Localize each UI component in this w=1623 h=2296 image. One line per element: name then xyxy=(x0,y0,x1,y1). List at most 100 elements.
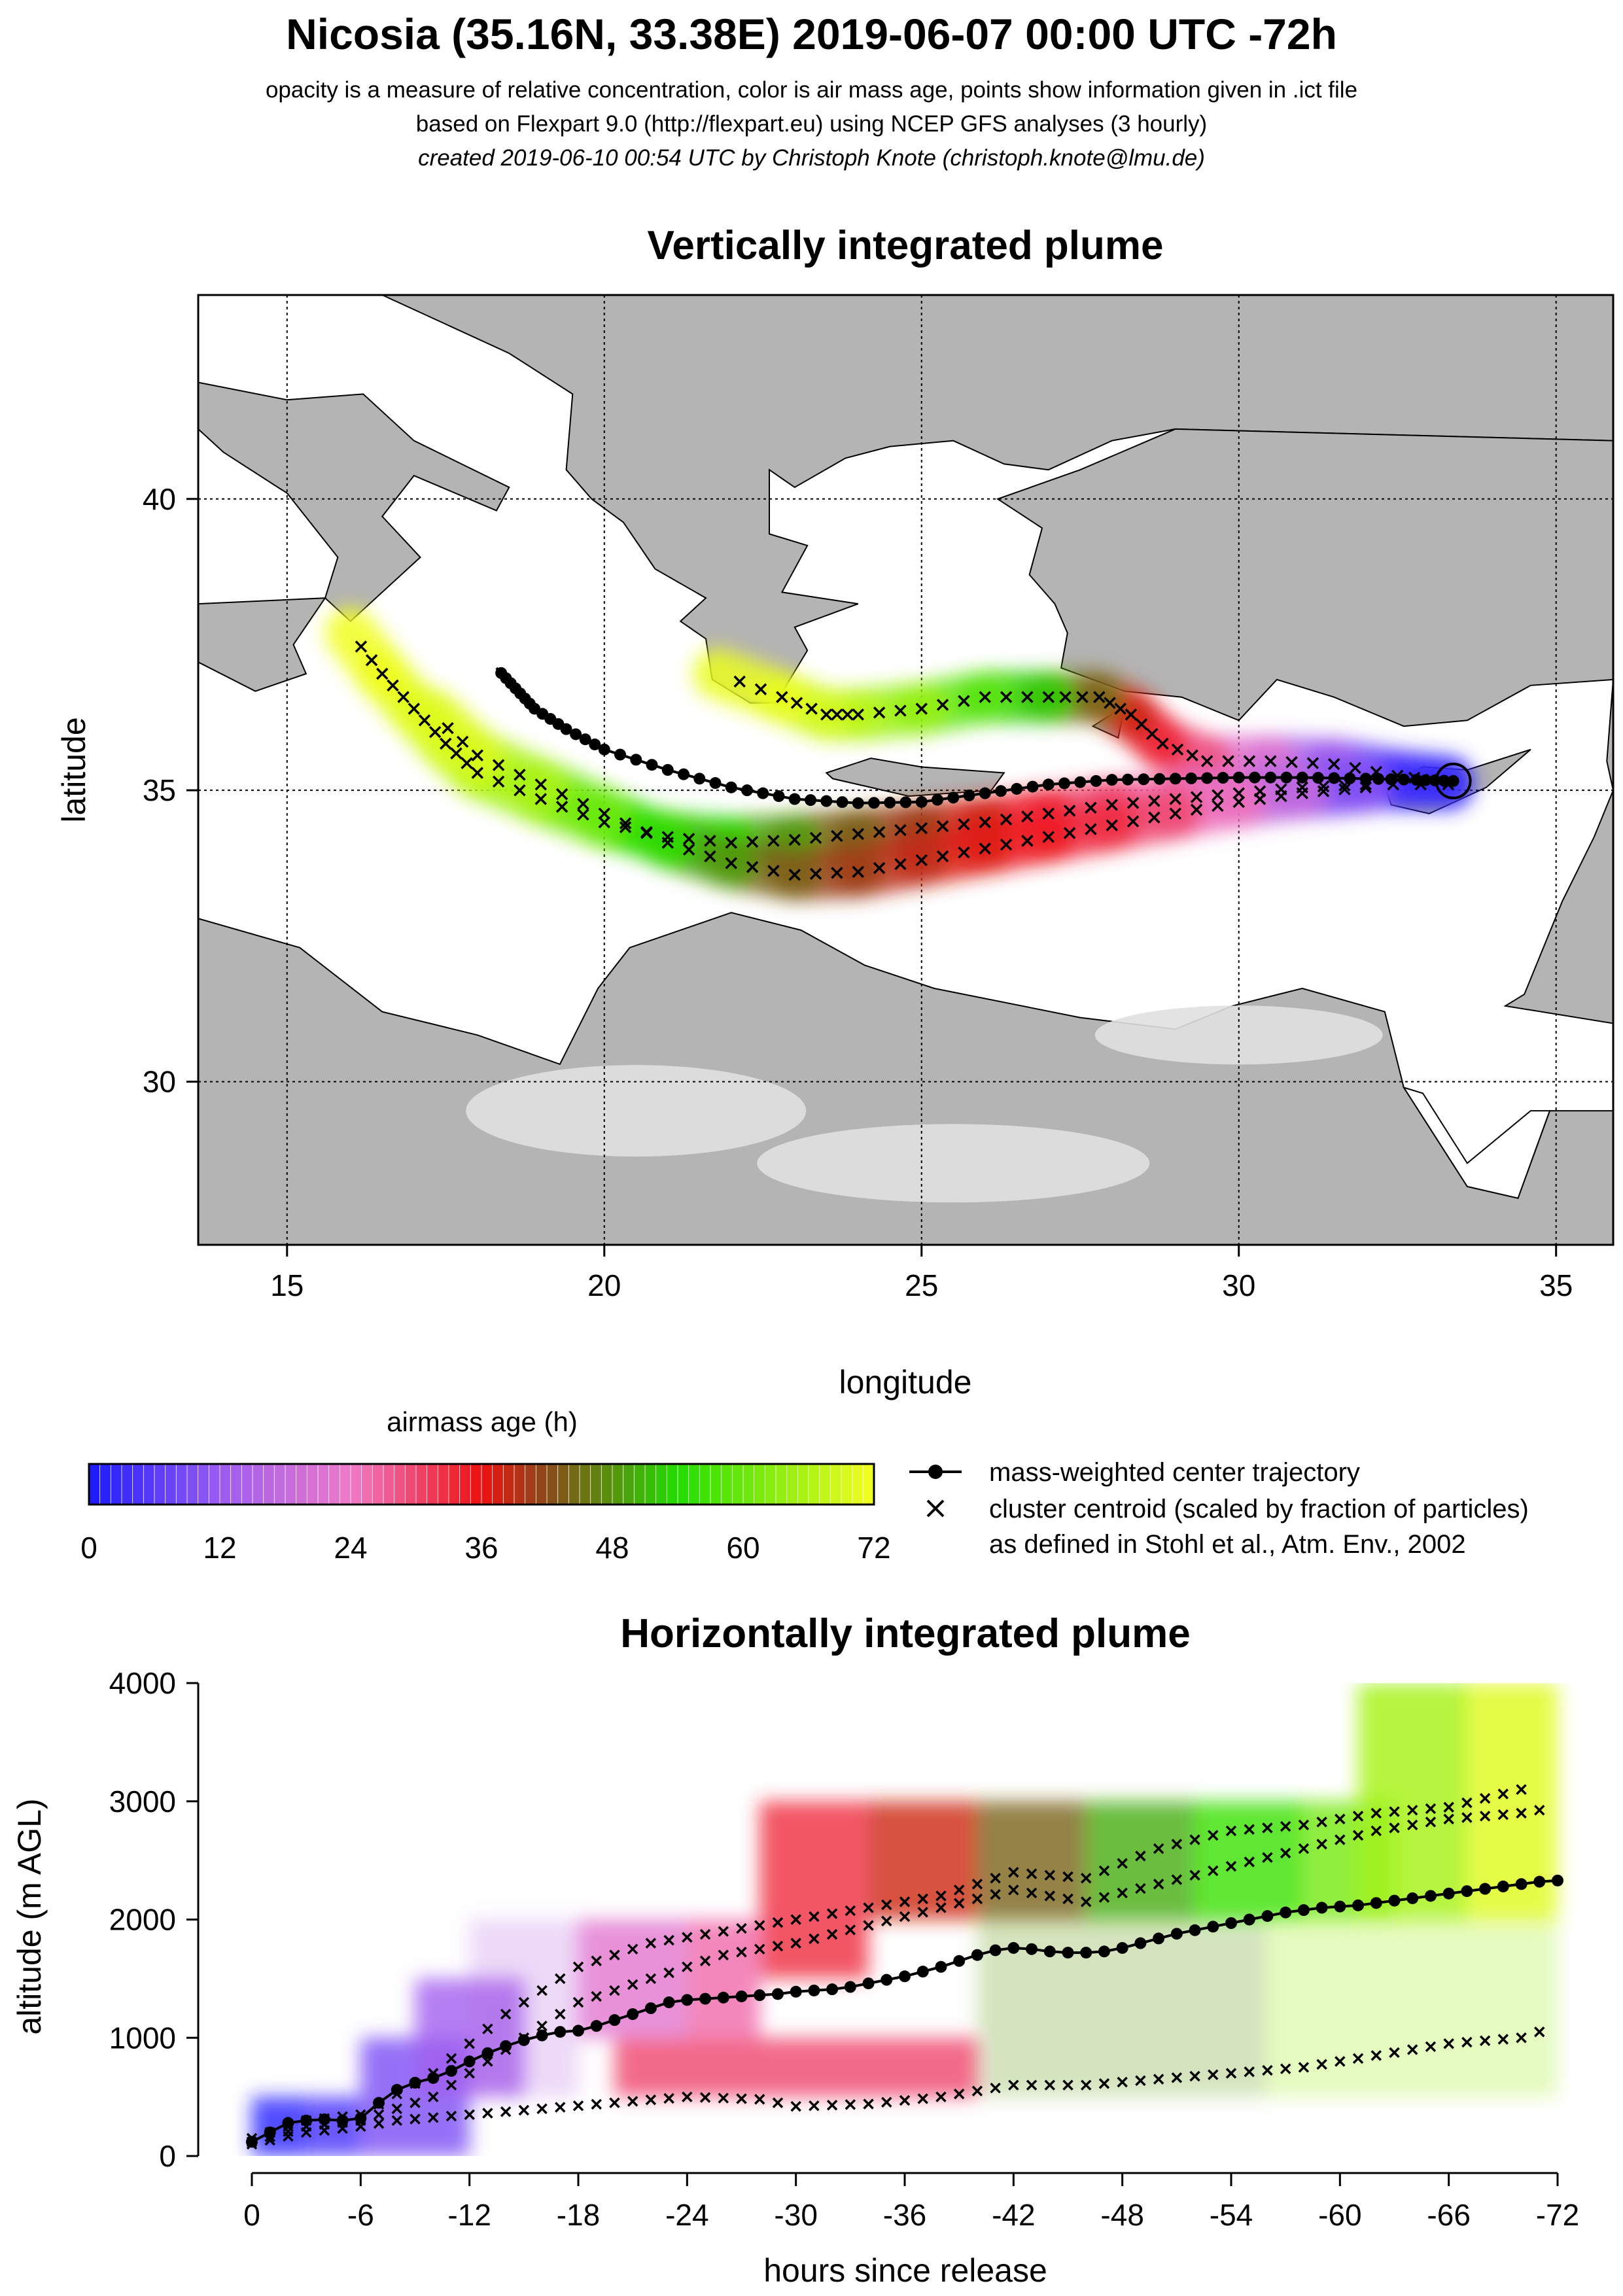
height-plume-bin xyxy=(469,1919,578,2097)
height-cluster-mark xyxy=(1479,1811,1491,1822)
map-cluster-mark xyxy=(1076,691,1089,703)
map-center-point xyxy=(1185,772,1197,784)
land-italy xyxy=(198,295,510,623)
map-center-trajectory xyxy=(495,667,1459,809)
colorbar-cell xyxy=(579,1463,591,1505)
colorbar-cell xyxy=(88,1463,101,1505)
height-center-point xyxy=(935,1960,947,1973)
height-cluster-mark xyxy=(427,2091,439,2102)
height-cluster-mark xyxy=(536,2103,548,2114)
height-center-point xyxy=(1080,1947,1092,1959)
height-center-point xyxy=(445,2064,457,2077)
colorbar-cell xyxy=(754,1463,766,1505)
map-center-point xyxy=(1153,773,1166,785)
map-cluster-mark xyxy=(1104,697,1116,709)
height-cluster-mark xyxy=(736,1946,747,1958)
map-cluster-mark xyxy=(776,691,788,703)
height-center-point xyxy=(391,2083,403,2096)
map-center-point xyxy=(495,667,508,679)
height-cluster-mark xyxy=(1044,2079,1056,2091)
map-cluster-mark xyxy=(428,725,442,739)
height-cluster-mark xyxy=(863,1902,874,1913)
height-center-point xyxy=(572,2025,584,2037)
height-cluster-mark xyxy=(1443,1813,1454,1825)
colorbar-cell xyxy=(317,1463,330,1505)
height-x-tick-label: -72 xyxy=(1536,2198,1579,2232)
map-center-point xyxy=(1106,774,1118,786)
height-cluster-mark xyxy=(917,1893,928,1905)
height-center-point xyxy=(1243,1913,1255,1926)
height-center-point xyxy=(1334,1900,1346,1913)
height-cluster-mark xyxy=(826,1908,838,1919)
height-center-point xyxy=(554,2026,567,2038)
height-x-tick-label: -30 xyxy=(774,2198,817,2232)
height-center-point xyxy=(1479,1883,1492,1895)
colorbar-cell xyxy=(644,1463,657,1505)
map-center-point xyxy=(915,795,928,808)
map-center-point xyxy=(1058,777,1070,790)
height-cluster-mark xyxy=(1044,1870,1056,1881)
height-cluster-mark xyxy=(1479,1792,1491,1804)
map-cluster-mark xyxy=(1059,691,1072,703)
legend-cross-symbol xyxy=(926,1499,945,1518)
map-cluster-mark xyxy=(1085,823,1097,835)
colorbar-tick-label: 60 xyxy=(726,1531,759,1565)
map-x-tick-label: 30 xyxy=(1222,1268,1255,1302)
map-cluster-mark xyxy=(1349,761,1361,774)
desert-patch-3 xyxy=(1094,1005,1383,1065)
height-cluster-mark xyxy=(500,2008,512,2020)
height-center-point xyxy=(1207,1921,1219,1933)
height-cluster-mark xyxy=(482,2023,493,2034)
height-cluster-mark xyxy=(518,1996,530,2008)
height-cluster-mark xyxy=(1497,1788,1509,1800)
map-cluster-mark xyxy=(1232,787,1245,799)
colorbar-cell xyxy=(328,1463,341,1505)
map-center-point xyxy=(646,759,658,771)
height-cluster-mark xyxy=(572,1996,584,2008)
height-cluster-mark xyxy=(1389,1822,1400,1834)
map-center-point xyxy=(579,733,591,746)
map-cluster-mark xyxy=(1222,755,1234,767)
height-title: Horizontally integrated plume xyxy=(620,1611,1191,1656)
map-cluster-mark xyxy=(725,837,737,849)
map-center-point xyxy=(1420,774,1432,786)
height-cluster-mark xyxy=(809,1911,820,1922)
height-cluster-mark xyxy=(845,2099,856,2110)
map-cluster-mark xyxy=(1200,755,1213,767)
height-cluster-mark xyxy=(1370,2050,1382,2061)
colorbar-cell xyxy=(404,1463,417,1505)
height-cluster-mark xyxy=(1352,2053,1364,2064)
colorbar-cell xyxy=(175,1463,188,1505)
height-center-point xyxy=(663,1996,675,2009)
map-cluster-centroids xyxy=(355,640,1455,881)
map-cluster-mark xyxy=(746,835,759,848)
colorbar-cell xyxy=(852,1463,864,1505)
colorbar-cell xyxy=(710,1463,722,1505)
map-cluster-mark xyxy=(471,749,484,761)
map-center-point xyxy=(994,785,1007,797)
map-cluster-mark xyxy=(1317,785,1330,797)
height-center-point xyxy=(1442,1887,1455,1900)
height-center-point xyxy=(681,1994,693,2006)
height-cluster-mark xyxy=(1135,2075,1146,2087)
land-levant xyxy=(1503,679,1613,1024)
height-center-point xyxy=(282,2117,294,2129)
map-center-point xyxy=(1217,772,1229,784)
height-center-point xyxy=(1352,1899,1365,1911)
height-cluster-mark xyxy=(555,2008,566,2020)
height-cluster-mark xyxy=(627,1943,638,1955)
height-cluster-mark xyxy=(591,1955,602,1966)
map-cluster-mark xyxy=(1306,757,1319,769)
height-cluster-mark xyxy=(645,2094,657,2106)
colorbar-cell xyxy=(241,1463,253,1505)
map-center-point xyxy=(1169,773,1181,785)
map-cluster-mark xyxy=(1126,815,1140,827)
map-center-point xyxy=(678,768,690,780)
colorbar-cell xyxy=(742,1463,755,1505)
height-center-point xyxy=(1297,1904,1310,1917)
height-cluster-mark xyxy=(1208,2069,1219,2080)
colorbar-cell xyxy=(339,1463,351,1505)
height-center-point xyxy=(1515,1878,1527,1890)
colorbar-cell xyxy=(110,1463,122,1505)
height-cluster-mark xyxy=(1171,1839,1183,1850)
